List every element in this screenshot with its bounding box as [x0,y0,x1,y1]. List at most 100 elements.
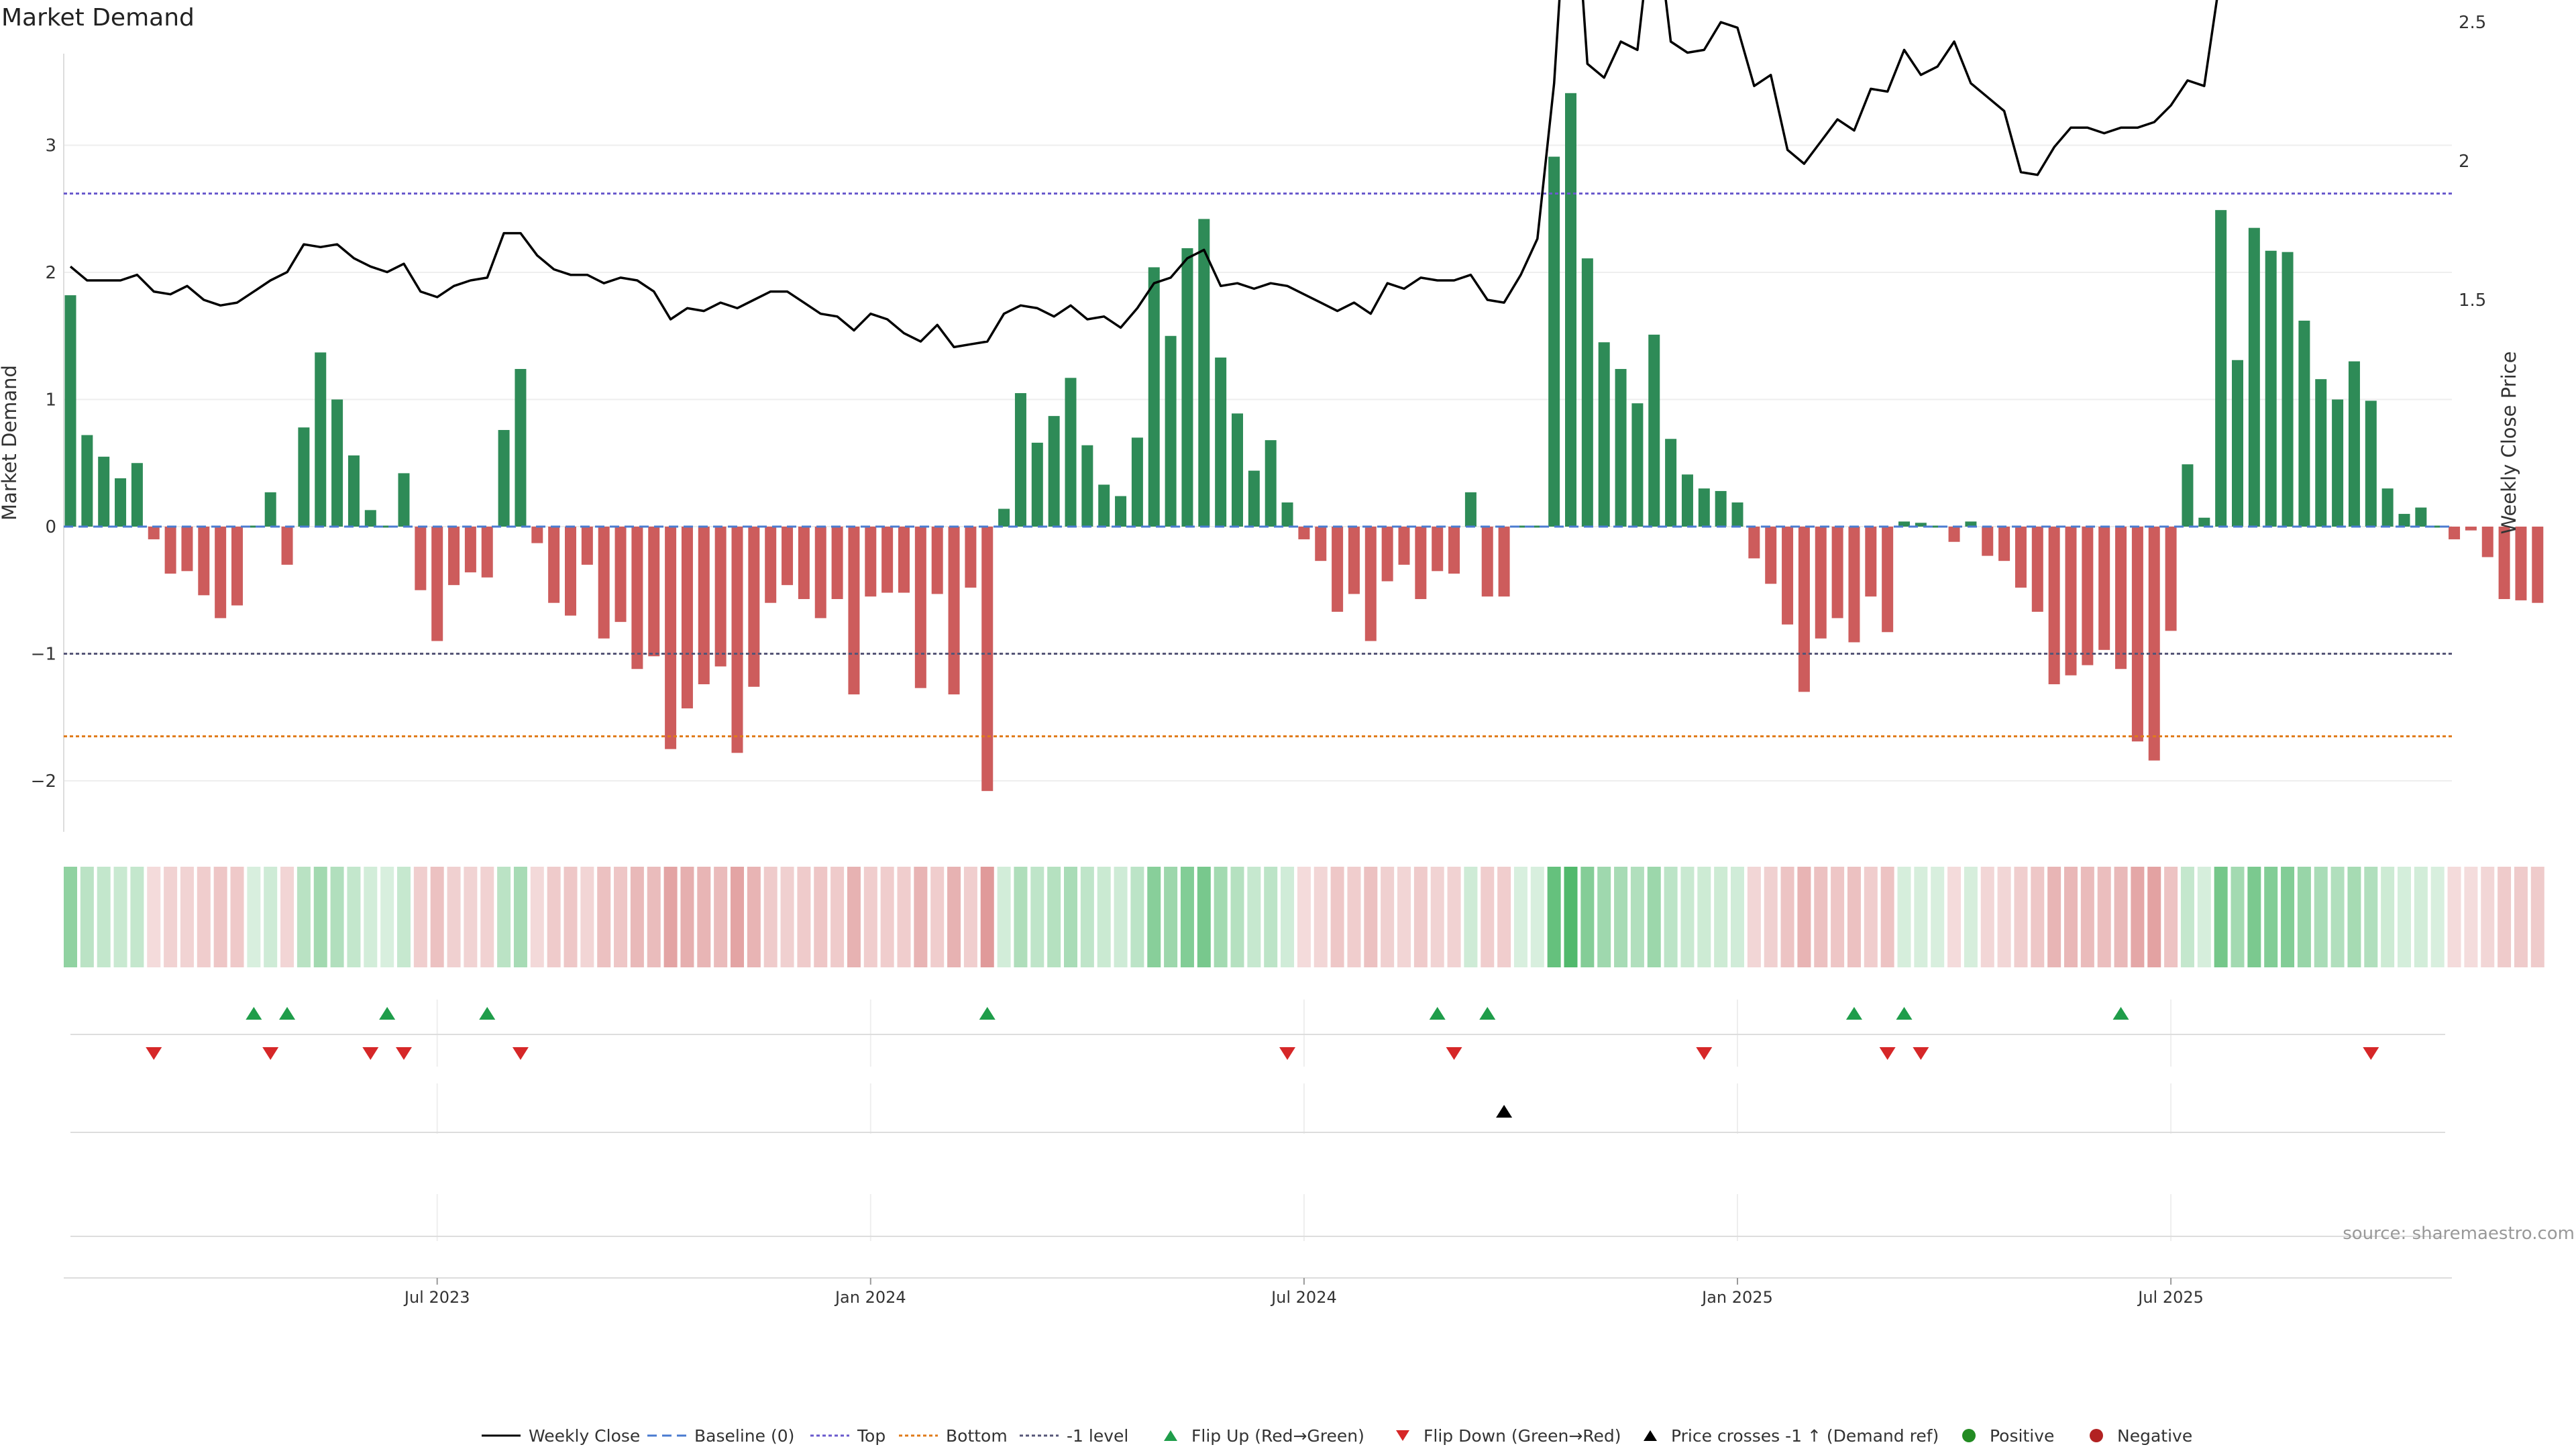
bar-negative [198,527,210,596]
heat-strip-cell [747,867,761,967]
heat-strip-cell [380,867,394,967]
heat-strip-cell [1047,867,1061,967]
bar-negative [1982,527,1994,556]
heat-strip-cell [1964,867,1978,967]
bar-negative [665,527,677,749]
bar-negative [2065,527,2077,676]
bar-negative [1748,527,1760,559]
heat-strip-cell [1281,867,1295,967]
bar-positive [1265,440,1277,527]
flip-down-marker [2363,1047,2379,1060]
heat-strip-cell [364,867,378,967]
bar-negative [1398,527,1410,565]
bar-negative [2465,527,2477,531]
bar-negative [2449,527,2461,539]
bar-positive [2365,400,2377,527]
bar-positive [2415,507,2427,527]
bar-negative [1415,527,1427,600]
legend-item: Price crosses -1 ↑ (Demand ref) [1644,1426,1939,1446]
bar-negative [2115,527,2127,669]
legend-label: Price crosses -1 ↑ (Demand ref) [1671,1426,1939,1446]
flip-up-marker [2112,1007,2129,1020]
bar-positive [1464,492,1477,527]
bar-negative [981,527,994,792]
bar-negative [1364,527,1377,641]
heat-strip-cell [2214,867,2228,967]
bar-positive [315,352,327,527]
heat-strip-cell [963,867,977,967]
heat-strip-cell [2264,867,2278,967]
bar-positive [81,435,93,527]
bar-positive [1048,416,1060,527]
heat-strip-cell [564,867,578,967]
heat-strip-cell [1747,867,1761,967]
bar-positive [998,508,1010,527]
legend-item: Flip Down (Green→Red) [1396,1426,1621,1446]
heat-strip-cell [230,867,244,967]
heat-strip-cell [1997,867,2011,967]
bar-positive [1648,334,1660,527]
legend-label: Flip Up (Red→Green) [1191,1426,1364,1446]
heat-strip-cell [1814,867,1828,967]
heat-strip-cell [2398,867,2411,967]
bar-negative [2165,527,2177,631]
heat-strip-cell [2447,867,2461,967]
bar-negative [848,527,860,695]
heat-strip-cell [1481,867,1495,967]
bar-negative [1381,527,1393,582]
heat-strip-cell [1447,867,1461,967]
heat-strip-cell [2530,867,2544,967]
bar-negative [1798,527,1810,692]
legend-label: Flip Down (Green→Red) [1424,1426,1621,1446]
legend-swatch-flip-down [1396,1430,1409,1441]
bar-negative [698,527,710,684]
bar-positive [1548,156,1560,527]
legend-item: Baseline (0) [647,1426,794,1446]
bar-positive [498,429,510,527]
bar-negative [1298,527,1310,539]
heat-strip-cell [1230,867,1244,967]
bar-negative [1448,527,1460,574]
bar-positive [1281,502,1293,527]
legend-swatch-price-cross [1644,1430,1657,1441]
heat-strip-cell [2481,867,2495,967]
heat-strip-cell [1080,867,1094,967]
heat-strip-cell [1580,867,1595,967]
bar-positive [1715,490,1727,527]
legend-swatch-positive [1962,1429,1976,1442]
heat-strip-cell [2347,867,2361,967]
heat-strip-cell [530,867,544,967]
legend-item: Weekly Close [482,1426,640,1446]
heat-strip-cell [1647,867,1661,967]
heat-strip-cell [630,867,644,967]
bar-negative [631,527,643,669]
y-left-tick-label: 0 [45,517,56,537]
heat-strip-cell [2197,867,2211,967]
bar-negative [415,527,427,590]
heat-strip-cell [1847,867,1861,967]
heat-strip-cell [547,867,561,967]
heat-strip-cell [1064,867,1077,967]
weekly-close-line [69,0,2218,349]
flip-up-marker [379,1007,396,1020]
y-left-tick-label: −1 [31,645,56,665]
heat-strip-cell [997,867,1011,967]
heat-strip-cell [1547,867,1561,967]
heat-strip-cell [1614,867,1628,967]
heat-strip-cell [1864,867,1878,967]
bar-positive [1931,525,1943,528]
bar-positive [264,492,276,527]
bar-negative [448,527,460,586]
bar-negative [782,527,794,586]
bar-negative [731,527,743,753]
bar-positive [2248,227,2260,527]
x-tick-label: Jul 2024 [1270,1288,1337,1307]
heat-strip-cell [1513,867,1527,967]
bar-positive [2182,464,2194,527]
heat-strip-cell [947,867,961,967]
legend-label: Top [857,1426,885,1446]
bar-negative [965,527,977,588]
heat-strip-cell [2514,867,2528,967]
bar-negative [531,527,543,543]
